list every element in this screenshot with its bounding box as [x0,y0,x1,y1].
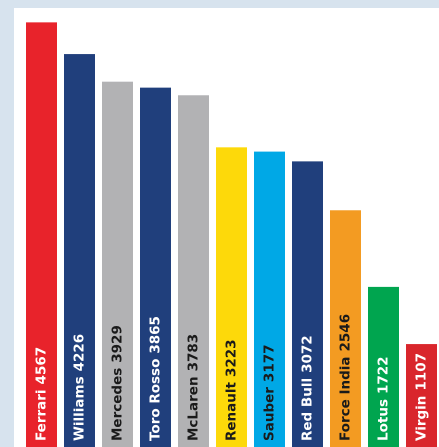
value-label: 1722 [376,356,392,394]
bar [330,210,361,447]
value-label: 3783 [186,334,202,372]
bar [140,87,171,447]
bar-label: Ferrari 4567 [34,347,50,441]
bar-label: Williams 4226 [72,334,88,441]
bar-label: Renault 3223 [224,339,240,441]
bar-label: Toro Rosso 3865 [148,316,164,441]
category-name: Red Bull [300,378,316,441]
bar [292,161,323,447]
category-name: Mercedes [110,368,126,441]
value-label: 3223 [224,339,240,377]
bar [216,147,247,447]
bar [178,95,209,447]
category-name: Lotus [376,399,392,441]
bar-label: Mercedes 3929 [110,325,126,441]
bar [254,151,285,447]
category-name: McLaren [186,376,202,441]
category-name: Toro Rosso [148,359,164,441]
bar [368,286,399,447]
bar [406,344,437,447]
value-label: 3865 [148,316,164,354]
value-label: 3177 [262,345,278,383]
bar-label: Force India 2546 [338,314,354,441]
bar-label: McLaren 3783 [186,334,202,441]
bar-label: Red Bull 3072 [300,335,316,441]
category-name: Sauber [262,387,278,441]
category-name: Virgin [414,396,430,441]
value-label: 2546 [338,314,354,352]
category-name: Ferrari [34,389,50,441]
value-label: 4567 [34,347,50,385]
value-label: 4226 [72,334,88,372]
bar-label: Lotus 1722 [376,356,392,441]
bar-label: Virgin 1107 [414,353,430,441]
value-label: 3072 [300,335,316,373]
category-name: Renault [224,381,240,441]
bar [102,81,133,447]
bar-label: Sauber 3177 [262,345,278,442]
category-name: Force India [338,356,354,441]
bar [26,22,57,447]
bar [64,54,95,447]
category-name: Williams [72,376,88,441]
value-label: 1107 [414,353,430,391]
value-label: 3929 [110,325,126,363]
